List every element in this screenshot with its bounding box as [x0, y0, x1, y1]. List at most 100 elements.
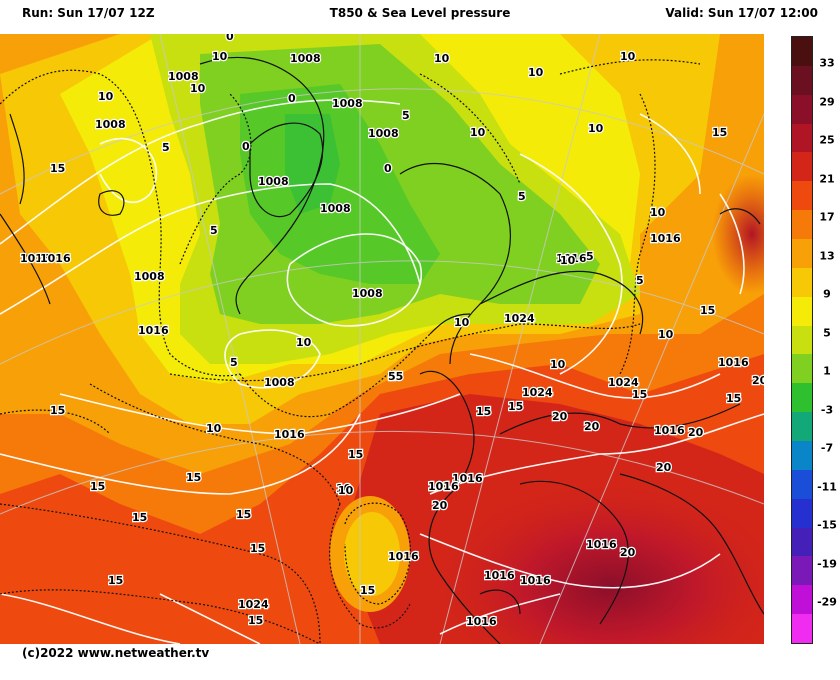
temperature-label: 0: [384, 162, 392, 175]
pressure-label: 1016: [520, 574, 551, 587]
pressure-label: 1016: [452, 472, 483, 485]
temperature-label: 5: [518, 190, 526, 203]
colorbar-segment: [792, 181, 812, 211]
valid-time-label: Valid: Sun 17/07 12:00: [665, 6, 818, 20]
colorbar-tick-label: 33: [819, 56, 835, 70]
temperature-label: 10: [588, 122, 604, 135]
pressure-label: 1016: [274, 428, 305, 441]
colorbar-tick-label: 5: [823, 326, 831, 339]
colorbar-segment: [792, 354, 812, 384]
colorbar-tick-label: 21: [819, 172, 835, 185]
colorbar-segment: [792, 210, 812, 240]
colorbar-tick-label: 1: [823, 364, 831, 378]
temperature-label: 15: [476, 405, 491, 418]
temperature-label: 5: [586, 250, 594, 263]
colorbar-segment: [792, 498, 812, 529]
colorbar-segment: [792, 469, 812, 500]
temperature-label: 15: [250, 542, 265, 555]
temperature-label: 0: [242, 140, 250, 153]
pressure-label: 1016: [654, 424, 685, 437]
temperature-label: 5: [402, 109, 410, 122]
colorbar-segment: [792, 152, 812, 182]
temperature-label: 10: [434, 52, 450, 65]
pressure-label: 1016: [466, 615, 497, 628]
colorbar-tick-label: -3: [820, 403, 834, 416]
temperature-label: 5: [162, 141, 170, 154]
temperature-label: 10: [560, 254, 576, 267]
pressure-label: 1008: [368, 127, 399, 140]
colorbar-tick-label: 29: [819, 95, 835, 108]
temperature-label: 10: [550, 358, 566, 371]
pressure-label: 1008: [352, 287, 383, 300]
temperature-label: 5: [636, 274, 644, 287]
colorbar-tick-label: -15: [817, 518, 837, 532]
colorbar-segment: [792, 65, 812, 96]
copyright-credit: (c)2022 www.netweather.tv: [22, 646, 210, 660]
temperature-field-hot-core: [380, 414, 764, 644]
temperature-label: 15: [508, 400, 523, 413]
pressure-label: 1008: [320, 202, 351, 215]
colorbar-tick-label: -7: [820, 441, 834, 455]
colorbar-tick-label: 13: [819, 249, 835, 262]
temperature-label: 10: [620, 50, 636, 63]
temperature-label: 15: [712, 126, 727, 139]
temperature-label: 20: [620, 546, 636, 559]
pressure-label: 1016: [556, 252, 587, 265]
pressure-label: 1016: [718, 356, 749, 369]
temperature-label: 15: [50, 404, 65, 417]
colorbar-segment: [792, 267, 812, 298]
pressure-label: 1024: [522, 386, 553, 399]
temperature-label: 15: [348, 448, 363, 461]
pressure-labels: 1008 1008 1008 1016 1008 1008 1008 1008 1008 1008…: [19, 51, 750, 630]
colorbar-segment: [792, 412, 812, 442]
temperature-label: 15: [108, 574, 123, 587]
temperature-label: 20: [584, 420, 600, 433]
pressure-label: 1024: [238, 598, 269, 611]
colorbar-segment: [792, 325, 812, 355]
pressure-label: 1008: [168, 70, 199, 83]
temperature-label: 0: [226, 34, 234, 43]
temperature-label: 5: [230, 356, 238, 369]
temperature-label: 10: [212, 50, 228, 63]
temperature-field-green-core-2: [285, 114, 340, 214]
temperature-label: 5: [210, 224, 218, 237]
temperature-label: 10: [454, 316, 470, 329]
colorbar-segment: [792, 383, 812, 413]
temperature-label: 10: [470, 126, 486, 139]
temperature-label: 15: [90, 480, 105, 493]
colorbar-tick-label: 9: [823, 287, 831, 301]
colorbar-segment: [792, 37, 812, 67]
chart-title: T850 & Sea Level pressure: [329, 6, 511, 20]
pressure-label: 1016: [428, 480, 459, 493]
pressure-label: 1016: [586, 538, 617, 551]
colorbar-segment: [792, 441, 812, 471]
pressure-label: 1008: [332, 97, 363, 110]
colorbar-tick-label: -11: [817, 480, 837, 493]
temperature-label: 15: [248, 614, 263, 627]
temperature-label: 0: [288, 92, 296, 105]
graticule: [0, 34, 764, 644]
colorbar-tick-label: 17: [819, 210, 835, 224]
colorbar-segment: [792, 239, 812, 269]
pressure-label: 1008: [258, 175, 289, 188]
temperature-label: 15: [50, 162, 65, 175]
colorbar-segment: [792, 296, 812, 327]
temperature-label: 10: [336, 482, 352, 495]
coastlines: [0, 56, 764, 644]
temperature-label: 15: [236, 508, 251, 521]
pressure-label: 1016: [20, 252, 51, 265]
pressure-label: 1008: [264, 376, 295, 389]
pressure-label: 1016: [428, 480, 459, 493]
temperature-label: 10: [658, 328, 674, 341]
pressure-label: 1024: [504, 312, 535, 325]
temperature-label: 10: [296, 336, 312, 349]
temperature-label: 15: [726, 392, 741, 405]
temperature-label: 10: [528, 66, 544, 79]
temperature-label: 20: [656, 461, 672, 474]
pressure-label: 1016: [40, 252, 71, 265]
pressure-label: 1016: [650, 232, 681, 245]
temperature-label: 15: [632, 388, 647, 401]
colorbar-tick-label: -29: [817, 595, 837, 609]
temperature-label: 20: [432, 499, 448, 512]
pressure-label: 1016: [138, 324, 169, 337]
